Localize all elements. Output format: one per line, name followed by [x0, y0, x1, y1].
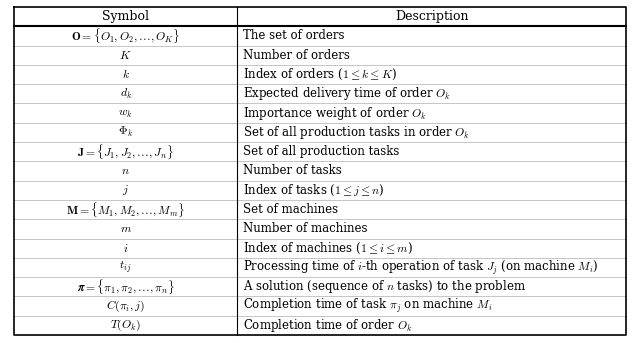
Text: $d_k$: $d_k$	[120, 87, 132, 101]
Text: Completion time of task $\pi_j$ on machine $M_i$: Completion time of task $\pi_j$ on machi…	[243, 297, 493, 315]
Text: Description: Description	[395, 10, 468, 23]
Text: Set of all production tasks: Set of all production tasks	[243, 145, 400, 158]
Text: $\mathbf{O} = \{O_1, O_2, \ldots, O_K\}$: $\mathbf{O} = \{O_1, O_2, \ldots, O_K\}$	[71, 27, 180, 45]
Text: $T(O_k)$: $T(O_k)$	[110, 318, 141, 333]
Text: $w_k$: $w_k$	[118, 107, 133, 120]
Text: $\mathbf{J} = \{J_1, J_2, \ldots, J_n\}$: $\mathbf{J} = \{J_1, J_2, \ldots, J_n\}$	[77, 143, 174, 161]
Text: $\Phi_k$: $\Phi_k$	[118, 126, 133, 139]
Text: Number of orders: Number of orders	[243, 49, 350, 62]
Text: Symbol: Symbol	[102, 10, 149, 23]
Text: Set of machines: Set of machines	[243, 203, 339, 216]
Text: The set of orders: The set of orders	[243, 29, 345, 43]
Text: $k$: $k$	[122, 68, 130, 81]
Text: $t_{ij}$: $t_{ij}$	[120, 260, 132, 275]
Text: $\mathbf{M} = \{M_1, M_2, \ldots, M_m\}$: $\mathbf{M} = \{M_1, M_2, \ldots, M_m\}$	[67, 200, 185, 219]
Text: Index of tasks ($1\leq j\leq n$): Index of tasks ($1\leq j\leq n$)	[243, 183, 385, 198]
Text: $C(\pi_i, j)$: $C(\pi_i, j)$	[106, 298, 145, 314]
Text: A solution (sequence of $n$ tasks) to the problem: A solution (sequence of $n$ tasks) to th…	[243, 278, 526, 295]
Text: $j$: $j$	[122, 183, 129, 197]
Text: Completion time of order $O_k$: Completion time of order $O_k$	[243, 317, 413, 334]
Text: Index of machines ($1\leq i\leq m$): Index of machines ($1\leq i\leq m$)	[243, 241, 413, 256]
Text: Importance weight of order $O_k$: Importance weight of order $O_k$	[243, 105, 427, 122]
Text: Expected delivery time of order $O_k$: Expected delivery time of order $O_k$	[243, 85, 451, 102]
Text: Number of machines: Number of machines	[243, 222, 368, 235]
Text: Set of all production tasks in order $O_k$: Set of all production tasks in order $O_…	[243, 124, 470, 141]
Text: $n$: $n$	[122, 165, 130, 177]
Text: $i$: $i$	[123, 242, 129, 255]
Text: Index of orders ($1\leq k\leq K$): Index of orders ($1\leq k\leq K$)	[243, 67, 397, 82]
Text: $m$: $m$	[120, 222, 132, 235]
Text: Number of tasks: Number of tasks	[243, 165, 342, 177]
Text: $\boldsymbol{\pi} = \{\pi_1, \pi_2, \ldots, \pi_n\}$: $\boldsymbol{\pi} = \{\pi_1, \pi_2, \ldo…	[77, 277, 175, 296]
Text: $K$: $K$	[120, 49, 132, 62]
Text: Processing time of $i$-th operation of task $J_j$ (on machine $M_i$): Processing time of $i$-th operation of t…	[243, 258, 599, 277]
